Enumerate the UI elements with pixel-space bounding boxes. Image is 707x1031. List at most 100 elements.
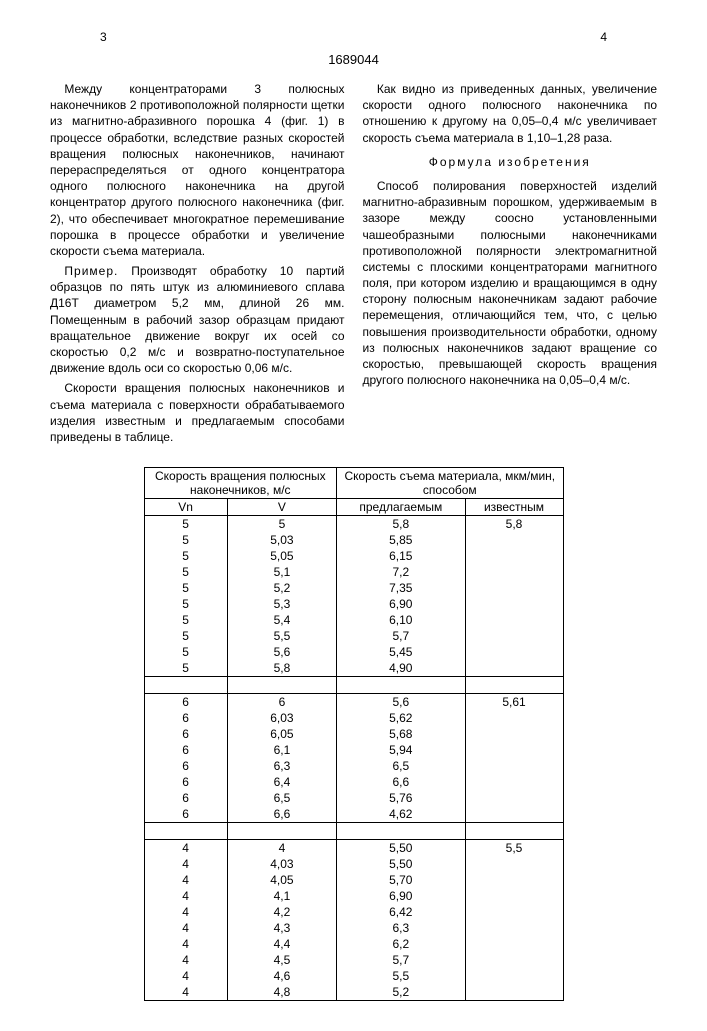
cell: 4,3 [227,920,336,936]
table-row: 55,17,2 [144,564,563,580]
cell: 4 [144,936,227,952]
cell: 4,5 [227,952,336,968]
cell: 6 [144,806,227,823]
table-row: 55,27,35 [144,580,563,596]
table-row: 66,055,68 [144,726,563,742]
th-pred: предлагаемым [337,499,465,516]
table-row: 44,26,42 [144,904,563,920]
cell: 5 [144,644,227,660]
cell-izv [465,532,563,548]
table-row: 55,55,7 [144,628,563,644]
cell-izv [465,742,563,758]
cell: 5,05 [227,548,336,564]
cell-izv [465,968,563,984]
cell [337,677,465,694]
page-numbers: 3 4 [50,30,657,44]
table-row: 66,36,5 [144,758,563,774]
table-row [144,677,563,694]
cell: 6,4 [227,774,336,790]
table-row: 44,36,3 [144,920,563,936]
table-row: 44,055,70 [144,872,563,888]
formula-title: Формула изобретения [363,154,658,170]
cell-izv [465,726,563,742]
cell [465,823,563,840]
cell-izv [465,660,563,677]
cell-izv [465,710,563,726]
cell: 4 [144,968,227,984]
cell: 5 [144,564,227,580]
cell: 5,50 [337,840,465,857]
table-row: 55,056,15 [144,548,563,564]
cell: 4 [144,856,227,872]
cell-izv [465,758,563,774]
cell: 5,5 [227,628,336,644]
left-p3: Скорости вращения полюсных наконечников … [50,380,345,445]
th-v: V [227,499,336,516]
cell-izv [465,952,563,968]
cell: 5 [144,660,227,677]
cell: 5,76 [337,790,465,806]
cell: 5 [144,548,227,564]
table-row: 665,65,61 [144,694,563,711]
cell: 5 [144,596,227,612]
cell: 4 [144,872,227,888]
text-columns: Между концентраторами 3 полюсных наконеч… [50,81,657,449]
table-body: 555,85,855,035,8555,056,1555,17,255,27,3… [144,516,563,1001]
cell-izv [465,920,563,936]
th-speed-rot: Скорость вращения полюсных наконечников,… [144,468,337,499]
cell-izv [465,888,563,904]
cell: 4,90 [337,660,465,677]
table-head: Скорость вращения полюсных наконечников,… [144,468,563,516]
cell: 6,90 [337,888,465,904]
table-row: 44,035,50 [144,856,563,872]
table-row: 44,65,5 [144,968,563,984]
cell-izv [465,548,563,564]
cell-izv: 5,8 [465,516,563,533]
left-p2: Пример. Производят обработку 10 партий о… [50,263,345,376]
cell: 6 [144,694,227,711]
cell: 4 [144,888,227,904]
cell [227,677,336,694]
cell-izv [465,628,563,644]
th-vn: Vn [144,499,227,516]
cell: 7,2 [337,564,465,580]
cell: 6,05 [227,726,336,742]
cell: 6,6 [227,806,336,823]
cell: 4 [144,840,227,857]
cell: 5 [144,516,227,533]
cell: 6 [144,742,227,758]
page-left: 3 [100,30,107,44]
cell-izv [465,856,563,872]
cell-izv [465,612,563,628]
cell: 6,10 [337,612,465,628]
cell: 5 [144,628,227,644]
cell: 5 [144,612,227,628]
cell [337,823,465,840]
cell-izv [465,936,563,952]
cell: 5,7 [337,952,465,968]
cell: 6,2 [337,936,465,952]
cell: 4 [144,904,227,920]
cell-izv [465,872,563,888]
cell: 7,35 [337,580,465,596]
cell: 6,15 [337,548,465,564]
cell: 4 [227,840,336,857]
cell: 5 [227,516,336,533]
cell-izv [465,904,563,920]
cell [465,677,563,694]
table-row: 66,035,62 [144,710,563,726]
page-right: 4 [600,30,607,44]
cell: 5,70 [337,872,465,888]
cell: 6 [144,758,227,774]
cell: 6,42 [337,904,465,920]
cell: 6,1 [227,742,336,758]
cell: 5,3 [227,596,336,612]
table-row: 44,16,90 [144,888,563,904]
cell: 5,45 [337,644,465,660]
cell: 6,6 [337,774,465,790]
cell: 5,5 [337,968,465,984]
doc-number: 1689044 [50,52,657,67]
cell: 4,62 [337,806,465,823]
cell: 5,94 [337,742,465,758]
table-row: 55,65,45 [144,644,563,660]
